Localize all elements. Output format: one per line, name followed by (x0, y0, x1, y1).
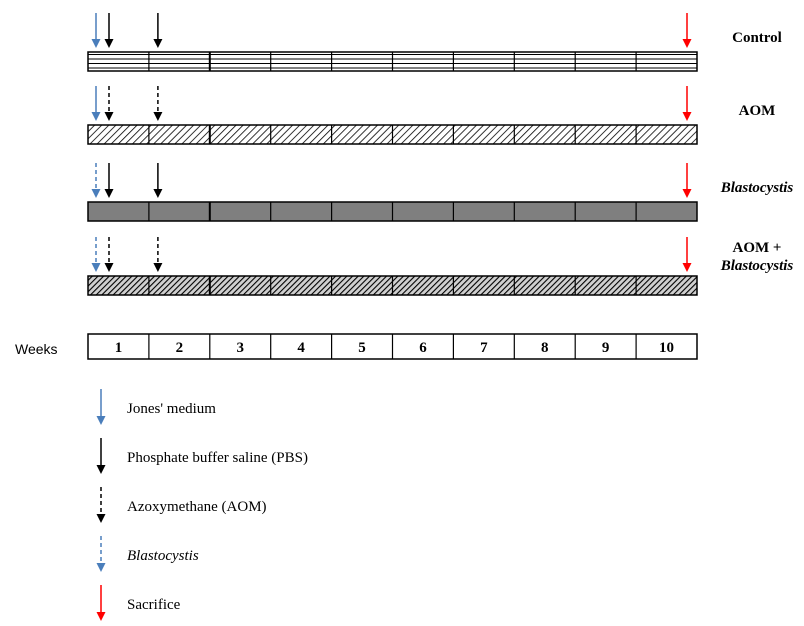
aom-arrow (104, 86, 114, 121)
aom-arrow (153, 237, 163, 272)
legend-item-aom: Azoxymethane (AOM) (96, 487, 267, 523)
pbs-arrow (153, 13, 163, 48)
group-label: Blastocystis (720, 180, 794, 196)
weeks-scale: Weeks 1 2 3 4 5 6 7 8 9 10 (15, 333, 698, 360)
aom-arrow (153, 86, 163, 121)
pbs-arrow (104, 163, 114, 198)
legend-label: Phosphate buffer saline (PBS) (127, 450, 308, 466)
legend-item-blastocystis: Blastocystis (96, 536, 199, 572)
week-number: 6 (419, 340, 427, 356)
group-label: AOM + Blastocystis (720, 240, 794, 274)
blastocystis-arrow (91, 237, 101, 272)
week-number: 4 (297, 340, 305, 356)
group-label: Control (732, 30, 782, 46)
treatment-groups: Control AOM Blastocystis AOM + Blastocystis (87, 13, 794, 296)
aom-arrow (96, 487, 106, 523)
sacrifice-arrow (682, 237, 692, 272)
legend-label: Sacrifice (127, 597, 181, 613)
week-number: 9 (602, 340, 610, 356)
pbs-arrow (153, 163, 163, 198)
jones-arrow (91, 86, 101, 121)
sacrifice-arrow (682, 163, 692, 198)
group-label: AOM (739, 103, 776, 119)
legend: Jones' medium Phosphate buffer saline (PB… (96, 389, 308, 621)
week-number: 3 (237, 340, 245, 356)
legend-label: Jones' medium (127, 401, 216, 417)
legend-item-jones: Jones' medium (96, 389, 216, 425)
blastocystis-arrow (96, 536, 106, 572)
aom-arrow (104, 237, 114, 272)
legend-item-pbs: Phosphate buffer saline (PBS) (96, 438, 308, 474)
week-number: 5 (358, 340, 366, 356)
week-number: 2 (176, 340, 184, 356)
sacrifice-arrow (96, 585, 106, 621)
group-4: AOM + Blastocystis (87, 237, 794, 296)
week-number: 8 (541, 340, 549, 356)
group-1: Control (87, 13, 782, 72)
group-2: AOM (87, 86, 776, 145)
legend-label: Azoxymethane (AOM) (127, 499, 267, 515)
legend-label: Blastocystis (127, 548, 199, 564)
group-3: Blastocystis (87, 163, 794, 222)
blastocystis-arrow (91, 163, 101, 198)
week-number: 1 (115, 340, 123, 356)
jones-arrow (96, 389, 106, 425)
weeks-label: Weeks (15, 341, 58, 357)
pbs-arrow (96, 438, 106, 474)
jones-arrow (91, 13, 101, 48)
week-number: 7 (480, 340, 488, 356)
pbs-arrow (104, 13, 114, 48)
sacrifice-arrow (682, 86, 692, 121)
sacrifice-arrow (682, 13, 692, 48)
legend-item-sacrifice: Sacrifice (96, 585, 181, 621)
week-number: 10 (659, 340, 674, 356)
